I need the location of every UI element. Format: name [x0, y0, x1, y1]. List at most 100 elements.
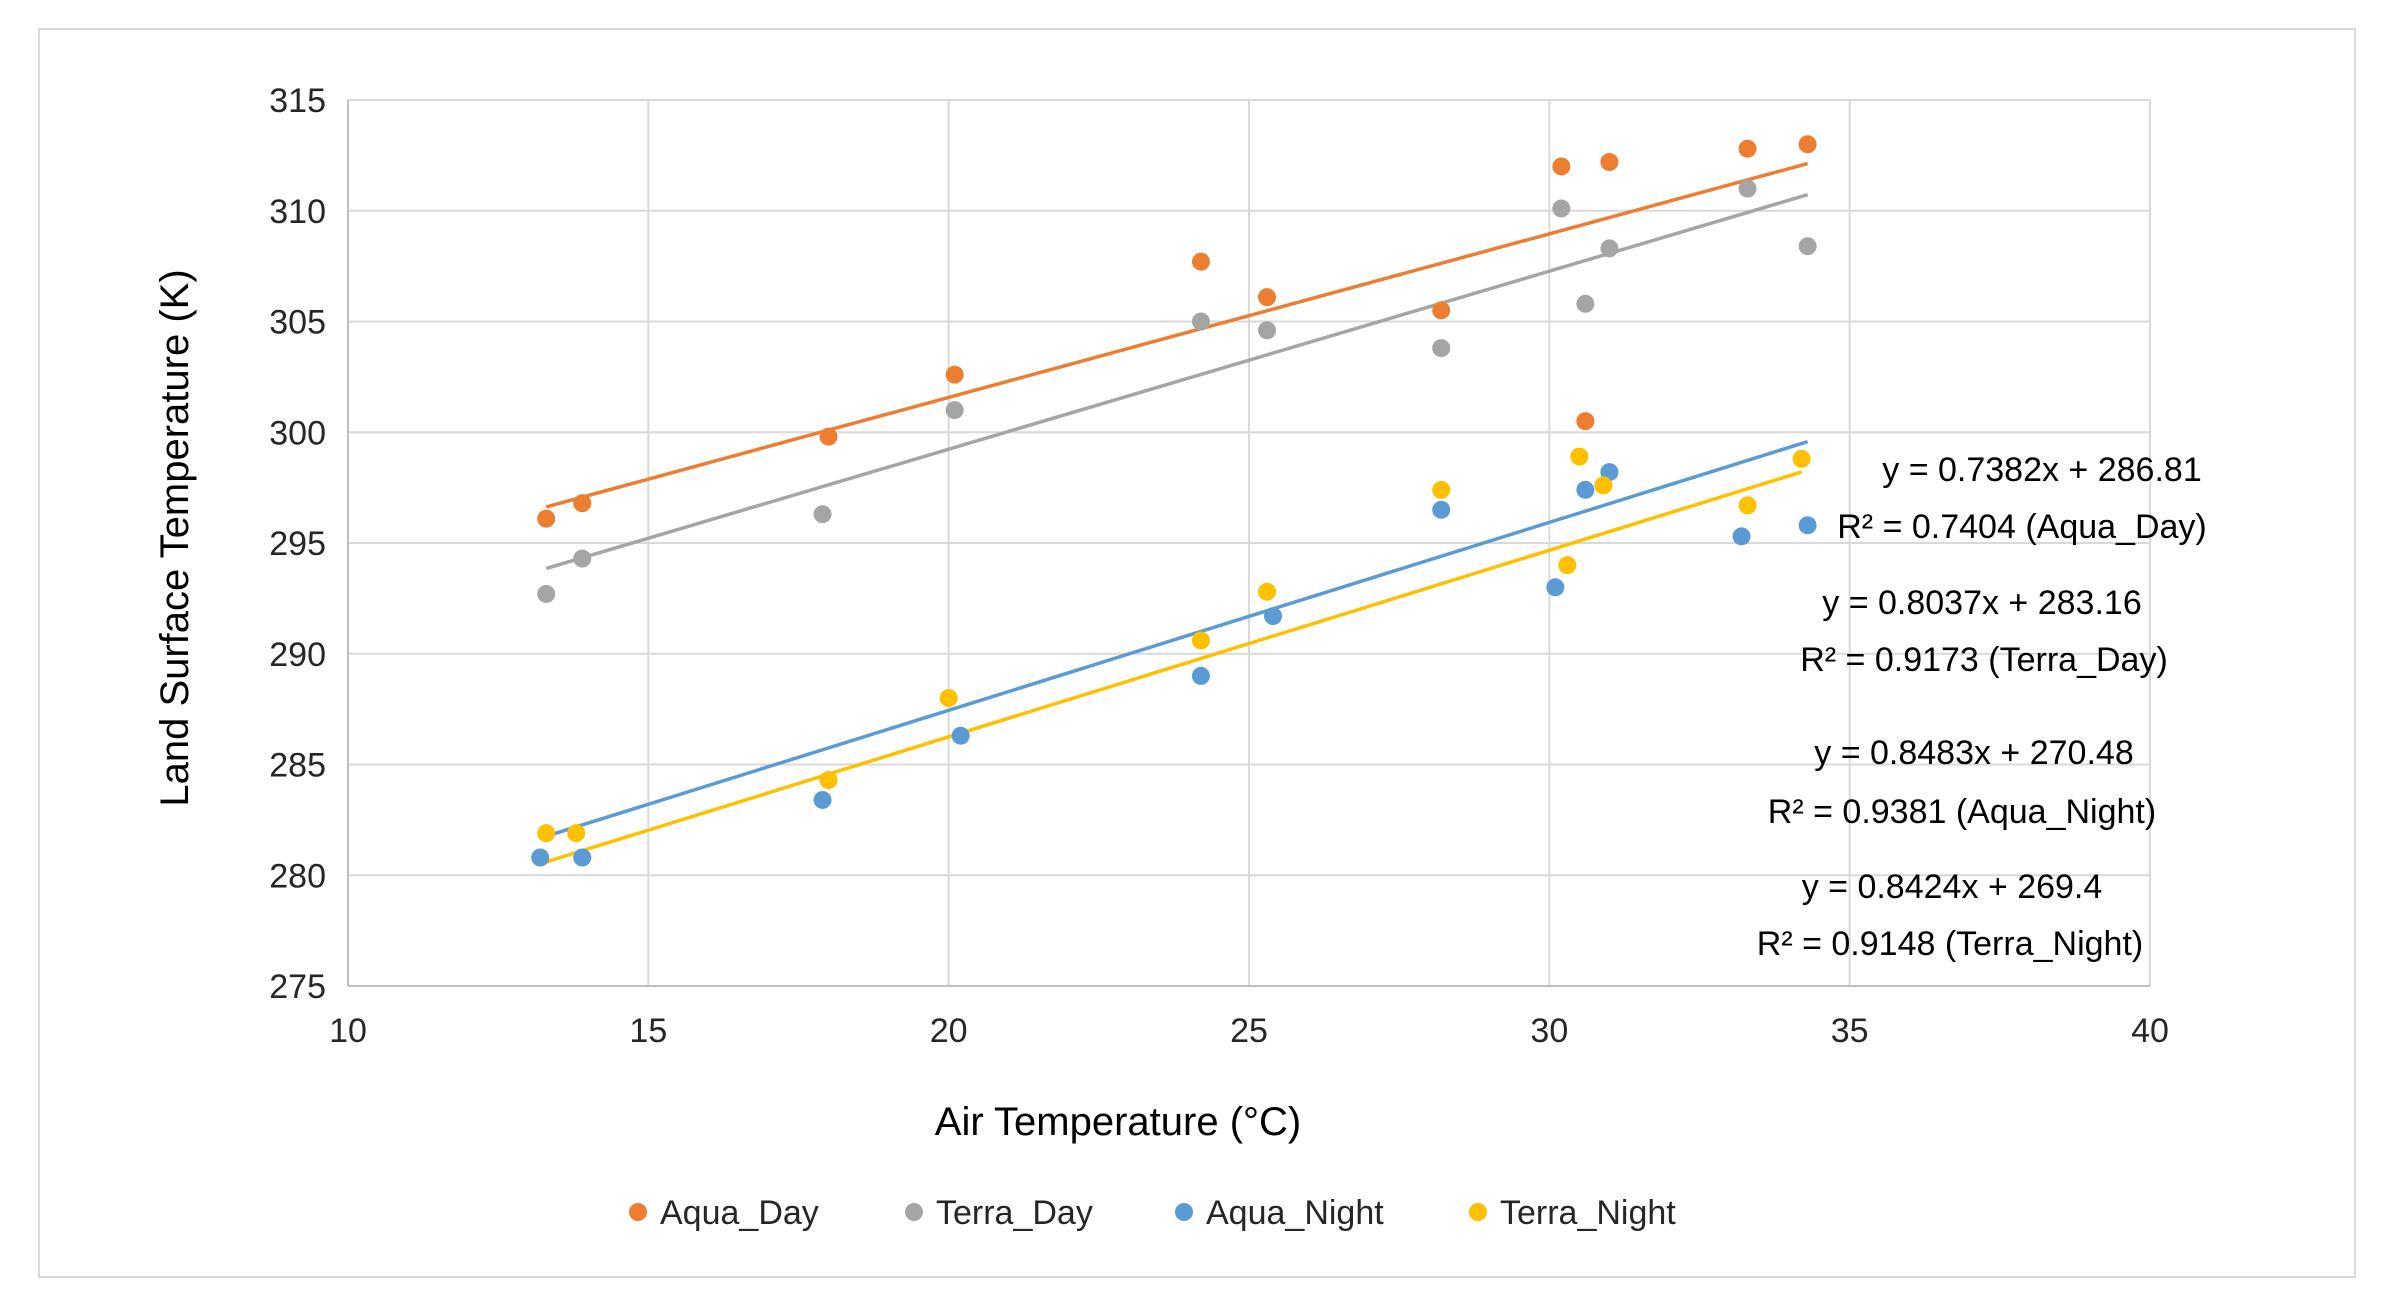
data-point — [1798, 516, 1817, 535]
chart-canvas: 10 15 20 25 30 35 40 275 280 285 290 295 300 305 310 3… — [153, 82, 2207, 1232]
data-point — [1594, 476, 1613, 495]
y-tick-label: 290 — [269, 636, 326, 674]
x-tick-label: 10 — [329, 1012, 367, 1050]
series-terra-night — [537, 447, 1811, 843]
data-point — [1600, 239, 1619, 258]
y-axis-title: Land Surface Temperature (K) — [153, 269, 197, 806]
y-tick-label: 315 — [269, 82, 326, 120]
data-point — [1570, 447, 1589, 466]
y-tick-label: 310 — [269, 193, 326, 231]
data-point — [531, 848, 550, 867]
data-point — [1432, 339, 1451, 358]
data-point — [1576, 412, 1595, 431]
legend-label-aqua-day: Aqua_Day — [660, 1194, 819, 1232]
y-tick-label: 295 — [269, 525, 326, 563]
terra-night-equation: y = 0.8424x + 269.4 — [1802, 868, 2103, 906]
axes — [347, 100, 2150, 987]
series-terra-day — [537, 179, 1817, 603]
data-point — [1258, 582, 1277, 601]
data-point — [1738, 496, 1757, 515]
legend-marker-terra-day — [905, 1203, 923, 1221]
trendline-terra-day — [545, 192, 1809, 571]
gridlines — [348, 99, 2151, 986]
series-aqua-day — [537, 135, 1817, 528]
data-point — [1191, 631, 1210, 650]
data-point — [1552, 157, 1571, 176]
data-point — [1191, 312, 1210, 331]
data-point — [1576, 480, 1595, 499]
data-point — [1738, 139, 1757, 158]
data-point — [573, 848, 592, 867]
x-tick-label: 20 — [930, 1012, 968, 1050]
data-point — [1546, 578, 1565, 597]
data-point — [537, 584, 556, 603]
y-tick-label: 275 — [269, 968, 326, 1006]
x-tick-label: 25 — [1230, 1012, 1268, 1050]
aqua-night-r2: R² = 0.9381 (Aqua_Night) — [1768, 793, 2156, 831]
x-tick-labels: 10 15 20 25 30 35 40 — [329, 1012, 2169, 1050]
x-tick-label: 30 — [1530, 1012, 1568, 1050]
data-point — [813, 505, 832, 524]
legend-marker-aqua-night — [1175, 1203, 1193, 1221]
data-point — [1432, 480, 1451, 499]
data-point — [1552, 199, 1571, 218]
legend-label-terra-day: Terra_Day — [936, 1194, 1093, 1232]
data-point — [537, 509, 556, 528]
data-points — [531, 135, 1817, 867]
legend-label-terra-night: Terra_Night — [1500, 1194, 1676, 1232]
data-point — [945, 365, 964, 384]
y-tick-label: 305 — [269, 304, 326, 342]
data-point — [1732, 527, 1751, 546]
data-point — [1738, 179, 1757, 198]
data-point — [1558, 556, 1577, 575]
equation-annotations: y = 0.7382x + 286.81 R² = 0.7404 (Aqua_D… — [1757, 451, 2207, 963]
terra-day-r2: R² = 0.9173 (Terra_Day) — [1800, 641, 2168, 679]
data-point — [945, 401, 964, 420]
legend-marker-terra-night — [1469, 1203, 1487, 1221]
data-point — [1798, 135, 1817, 154]
data-point — [1432, 301, 1451, 320]
trendline-terra-night — [545, 470, 1803, 864]
trendline-aqua-day — [545, 161, 1809, 509]
data-point — [573, 494, 592, 513]
y-tick-label: 285 — [269, 747, 326, 785]
y-tick-labels: 275 280 285 290 295 300 305 310 315 — [269, 82, 326, 1006]
data-point — [1432, 500, 1451, 519]
data-point — [939, 689, 958, 708]
x-tick-label: 40 — [2131, 1012, 2169, 1050]
legend-label-aqua-night: Aqua_Night — [1206, 1194, 1384, 1232]
x-tick-label: 15 — [629, 1012, 667, 1050]
data-point — [819, 427, 838, 446]
data-point — [537, 824, 556, 843]
x-tick-label: 35 — [1831, 1012, 1869, 1050]
data-point — [1798, 237, 1817, 256]
data-point — [813, 790, 832, 809]
legend: Aqua_Day Terra_Day Aqua_Night Terra_Nigh… — [629, 1194, 1676, 1232]
legend-marker-aqua-day — [629, 1203, 647, 1221]
legend-item-aqua-night: Aqua_Night — [1175, 1194, 1384, 1232]
legend-item-terra-day: Terra_Day — [905, 1194, 1093, 1232]
data-point — [1600, 153, 1619, 172]
data-point — [1792, 449, 1811, 468]
legend-item-aqua-day: Aqua_Day — [629, 1194, 819, 1232]
data-point — [1258, 288, 1277, 307]
series-aqua-night — [531, 463, 1817, 867]
y-tick-label: 280 — [269, 857, 326, 895]
data-point — [1264, 607, 1283, 626]
x-axis-title: Air Temperature (°C) — [935, 1100, 1301, 1144]
trendlines — [539, 161, 1809, 864]
chart-frame: 10 15 20 25 30 35 40 275 280 285 290 295 300 305 310 3… — [38, 28, 2356, 1278]
terra-night-r2: R² = 0.9148 (Terra_Night) — [1757, 925, 2143, 963]
data-point — [819, 771, 838, 790]
aqua-night-equation: y = 0.8483x + 270.48 — [1814, 734, 2133, 772]
data-point — [567, 824, 586, 843]
terra-day-equation: y = 0.8037x + 283.16 — [1822, 584, 2141, 622]
data-point — [573, 549, 592, 568]
trendline-aqua-night — [539, 439, 1809, 840]
data-point — [951, 726, 970, 745]
data-point — [1191, 252, 1210, 271]
data-point — [1258, 321, 1277, 340]
legend-item-terra-night: Terra_Night — [1469, 1194, 1676, 1232]
y-tick-label: 300 — [269, 414, 326, 452]
data-point — [1191, 666, 1210, 685]
